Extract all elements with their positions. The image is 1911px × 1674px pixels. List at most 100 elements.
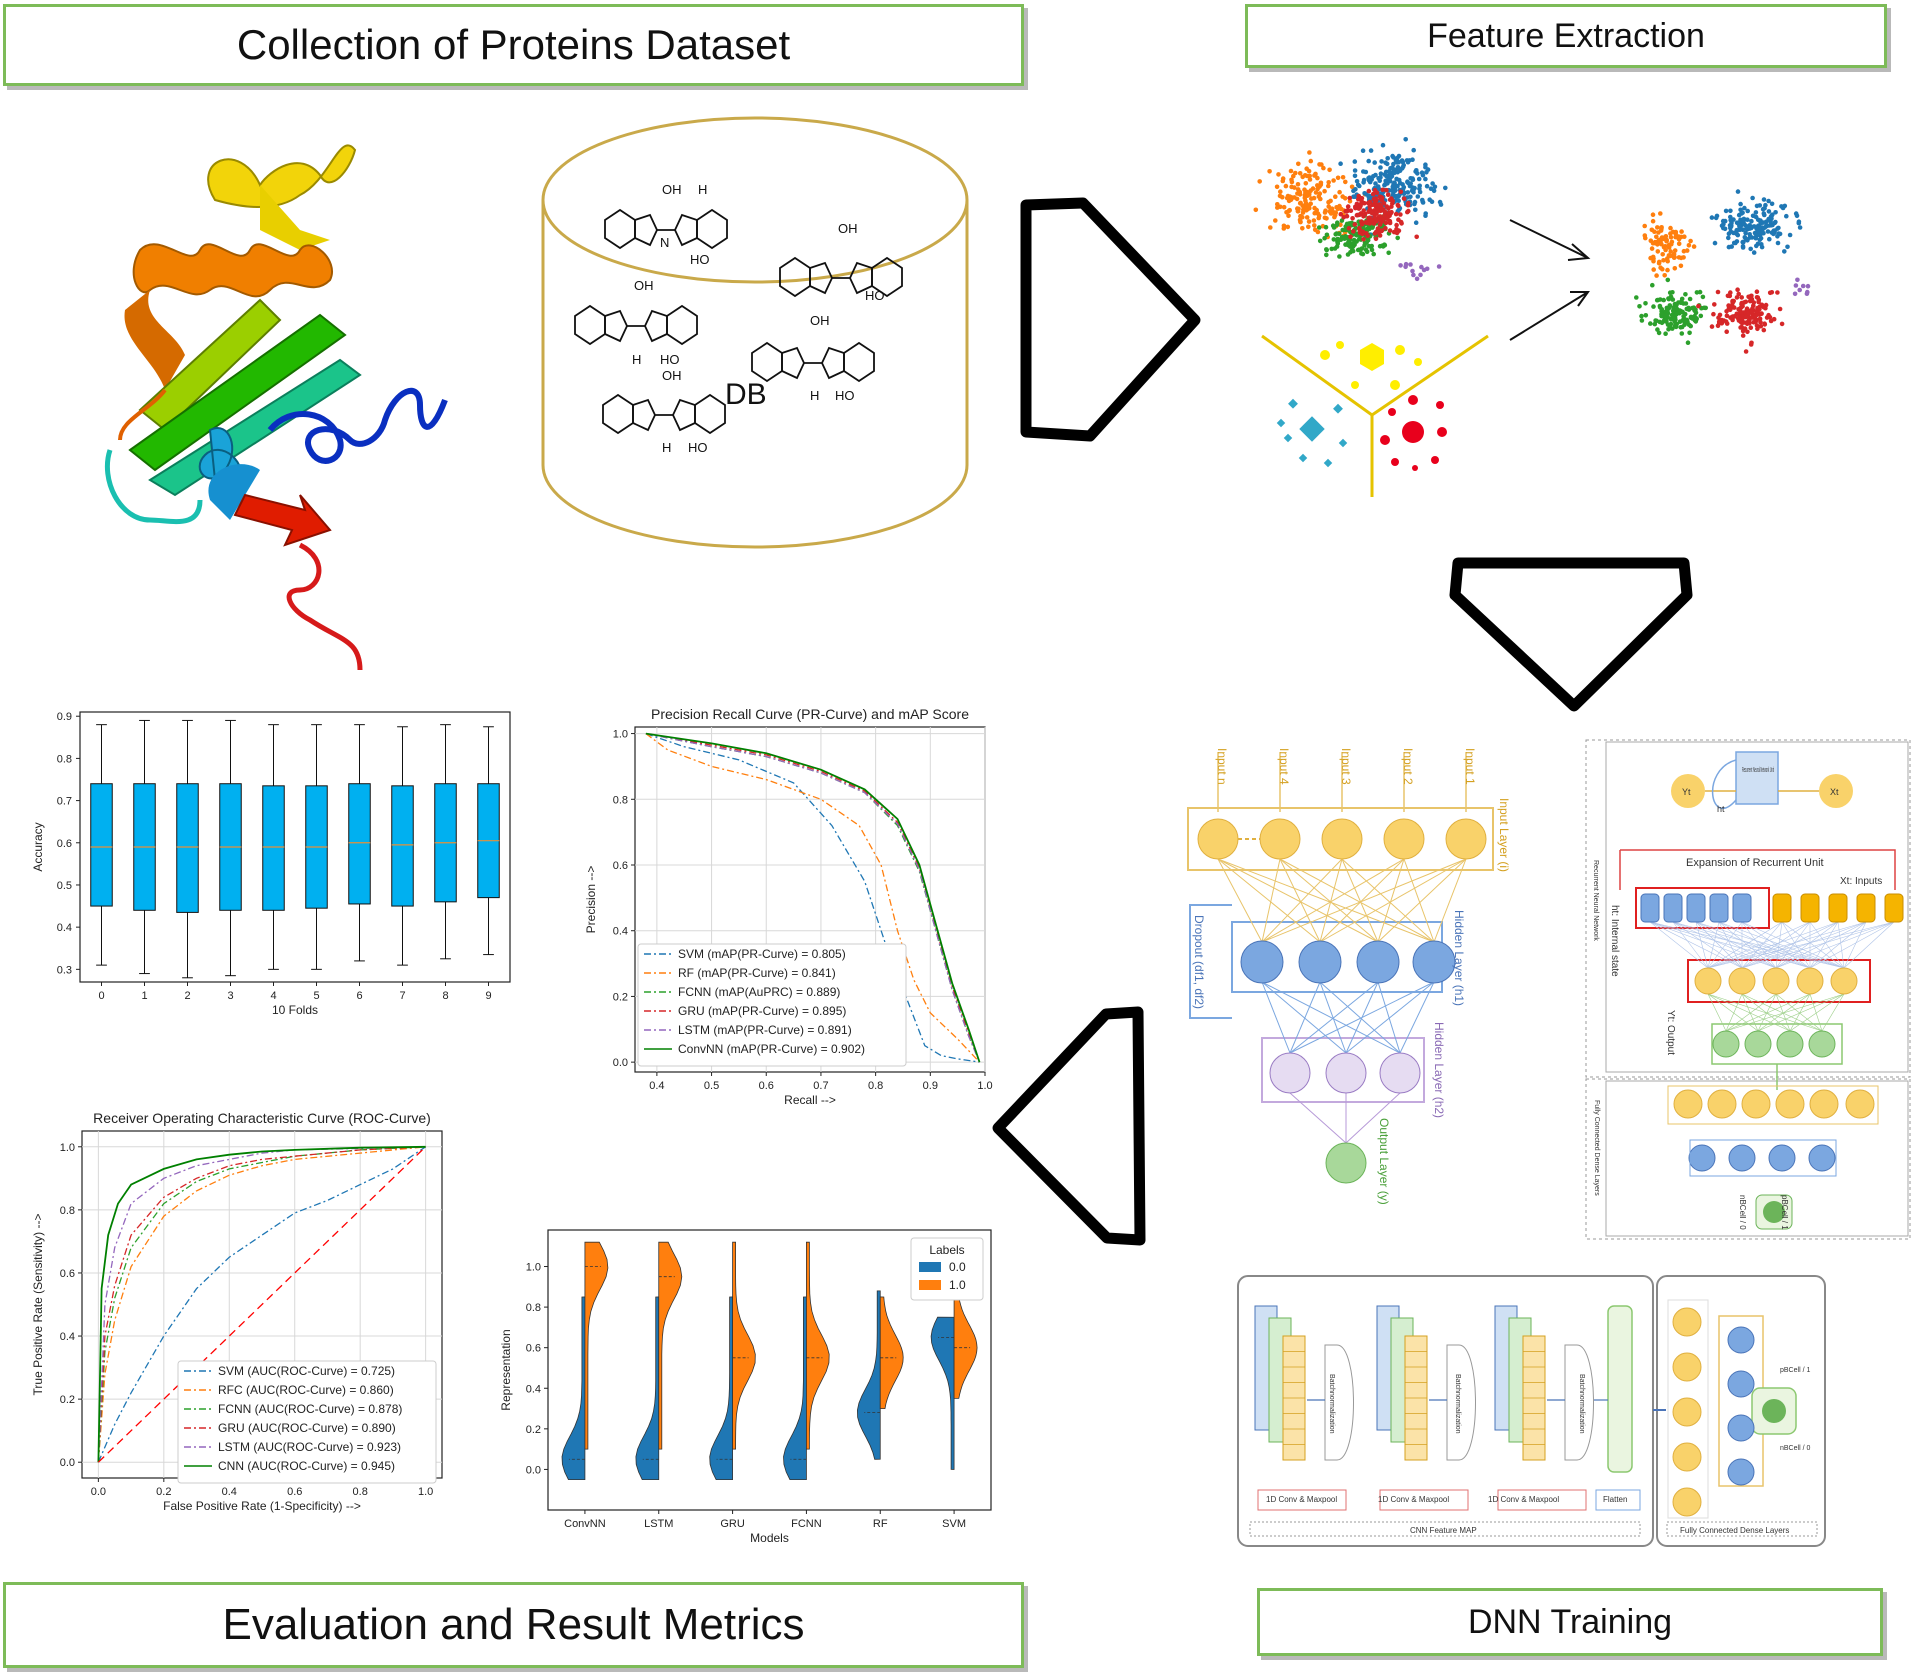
- scatter-point: [1728, 208, 1733, 214]
- scatter-point: [1751, 320, 1756, 325]
- y-tick-label: 0.8: [526, 1302, 541, 1314]
- scatter-point: [1677, 308, 1683, 313]
- nn-link: [1217, 858, 1263, 943]
- scatter-point: [1335, 206, 1341, 212]
- cluster-diagram: [1261, 334, 1489, 497]
- scatter-point: [1676, 255, 1682, 260]
- scatter-point: [1405, 209, 1410, 215]
- scatter-point: [1293, 170, 1298, 176]
- rnn-link: [1741, 993, 1823, 1032]
- scatter-point: [1650, 240, 1656, 246]
- rnn-link: [1789, 993, 1811, 1032]
- scatter-point: [1674, 234, 1680, 240]
- y-tick-label: 0.4: [613, 926, 628, 938]
- scatter-point: [1285, 224, 1291, 230]
- nn-link: [1289, 981, 1435, 1054]
- scatter-point: [1709, 324, 1715, 329]
- scatter-point: [1736, 291, 1741, 297]
- scatter-point: [1731, 298, 1736, 304]
- scatter-point: [1734, 228, 1739, 234]
- scatter-point: [1432, 184, 1438, 190]
- scatter-point: [1377, 202, 1382, 207]
- scatter-point: [1669, 312, 1675, 318]
- fc-node: [1673, 1089, 1703, 1119]
- rnn-link: [1775, 993, 1823, 1032]
- box: [262, 785, 285, 911]
- scatter-point: [1753, 210, 1759, 215]
- scatter-point: [1754, 226, 1759, 232]
- y-tick-label: 0.3: [57, 964, 72, 976]
- scatter-point: [1367, 204, 1372, 209]
- scatter-point: [1289, 196, 1294, 202]
- scatter-point: [1679, 229, 1684, 234]
- rnn-link: [1707, 921, 1783, 969]
- scatter-point: [1670, 290, 1675, 295]
- cnn-nbcell-label: nBCell / 0: [1780, 1445, 1810, 1452]
- x-tick-label: GRU: [720, 1518, 745, 1530]
- scatter-point: [1362, 200, 1367, 206]
- sigmoid-node: [1762, 1399, 1786, 1423]
- scatter-point: [1726, 235, 1731, 241]
- scatter-point: [1757, 304, 1762, 310]
- flow-arrows: [992, 197, 1693, 1246]
- scatter-point: [1763, 302, 1769, 308]
- x-tick-label: 7: [399, 990, 405, 1002]
- scatter-point: [1379, 159, 1384, 164]
- scatter-point: [1351, 229, 1356, 234]
- scatter-point: [1431, 188, 1437, 194]
- scatter-point: [1274, 184, 1280, 190]
- fc-node: [1688, 1144, 1716, 1172]
- batchnorm-shape: [1446, 1344, 1476, 1461]
- scatter-point: [1743, 230, 1748, 236]
- feature-title: Feature Extraction: [1427, 16, 1705, 55]
- scatter-point: [1333, 194, 1338, 199]
- rnn-inputs-label: Xt: Inputs: [1840, 876, 1882, 887]
- series-line-5: [645, 732, 981, 1063]
- scatter-point: [1413, 220, 1419, 225]
- rnn-unit-label: Recurrent Neural Network Unit: [1742, 767, 1774, 774]
- scatter-point: [1307, 150, 1312, 155]
- y-tick-label: 0.8: [57, 753, 72, 765]
- scatter-point: [1738, 325, 1743, 330]
- scatter-point: [1280, 178, 1286, 184]
- rnn-link: [1672, 921, 1811, 969]
- violin-half: [879, 1296, 904, 1410]
- scatter-point: [1369, 247, 1375, 253]
- rnn-hidden-node: [1762, 967, 1790, 995]
- cnn-block-box: [1379, 1489, 1469, 1511]
- scatter-point: [1691, 244, 1697, 249]
- scatter-point: [1363, 247, 1369, 252]
- nn-link: [1399, 981, 1435, 1054]
- scatter-point: [1352, 173, 1358, 179]
- scatter-point: [1659, 320, 1665, 326]
- scatter-point: [1429, 199, 1435, 204]
- scatter-point: [1384, 161, 1390, 167]
- scatter-point: [1403, 264, 1408, 270]
- scatter-point: [1651, 258, 1656, 264]
- nn-link: [1341, 858, 1379, 943]
- scatter-point: [1771, 230, 1777, 236]
- rnn-link: [1672, 921, 1743, 969]
- scatter-point: [1758, 323, 1764, 329]
- fc-box: [1689, 1139, 1837, 1177]
- violin-half: [732, 1241, 756, 1450]
- series-line-0: [97, 1146, 426, 1463]
- scatter-point: [1417, 183, 1422, 189]
- scatter-point: [1315, 175, 1320, 181]
- nn-link: [1377, 858, 1405, 943]
- x-tick-label: 5: [313, 990, 319, 1002]
- scatter-point: [1396, 217, 1401, 222]
- dense-node: [1727, 1370, 1755, 1398]
- nn-link: [1261, 858, 1343, 943]
- scatter-point: [1376, 186, 1382, 192]
- input-node: [1445, 818, 1487, 860]
- rnn-link: [1725, 993, 1845, 1032]
- database-cylinder: OH H N HO OH HO OH H HO OH H HO OH H HO …: [541, 116, 969, 549]
- scatter-point: [1348, 208, 1354, 213]
- series-line-5: [97, 1145, 426, 1463]
- scatter-point: [1385, 192, 1391, 197]
- scatter-point: [1658, 265, 1663, 271]
- scatter-point: [1253, 207, 1259, 213]
- scatter-point: [1303, 181, 1309, 186]
- scatter-point: [1398, 212, 1403, 217]
